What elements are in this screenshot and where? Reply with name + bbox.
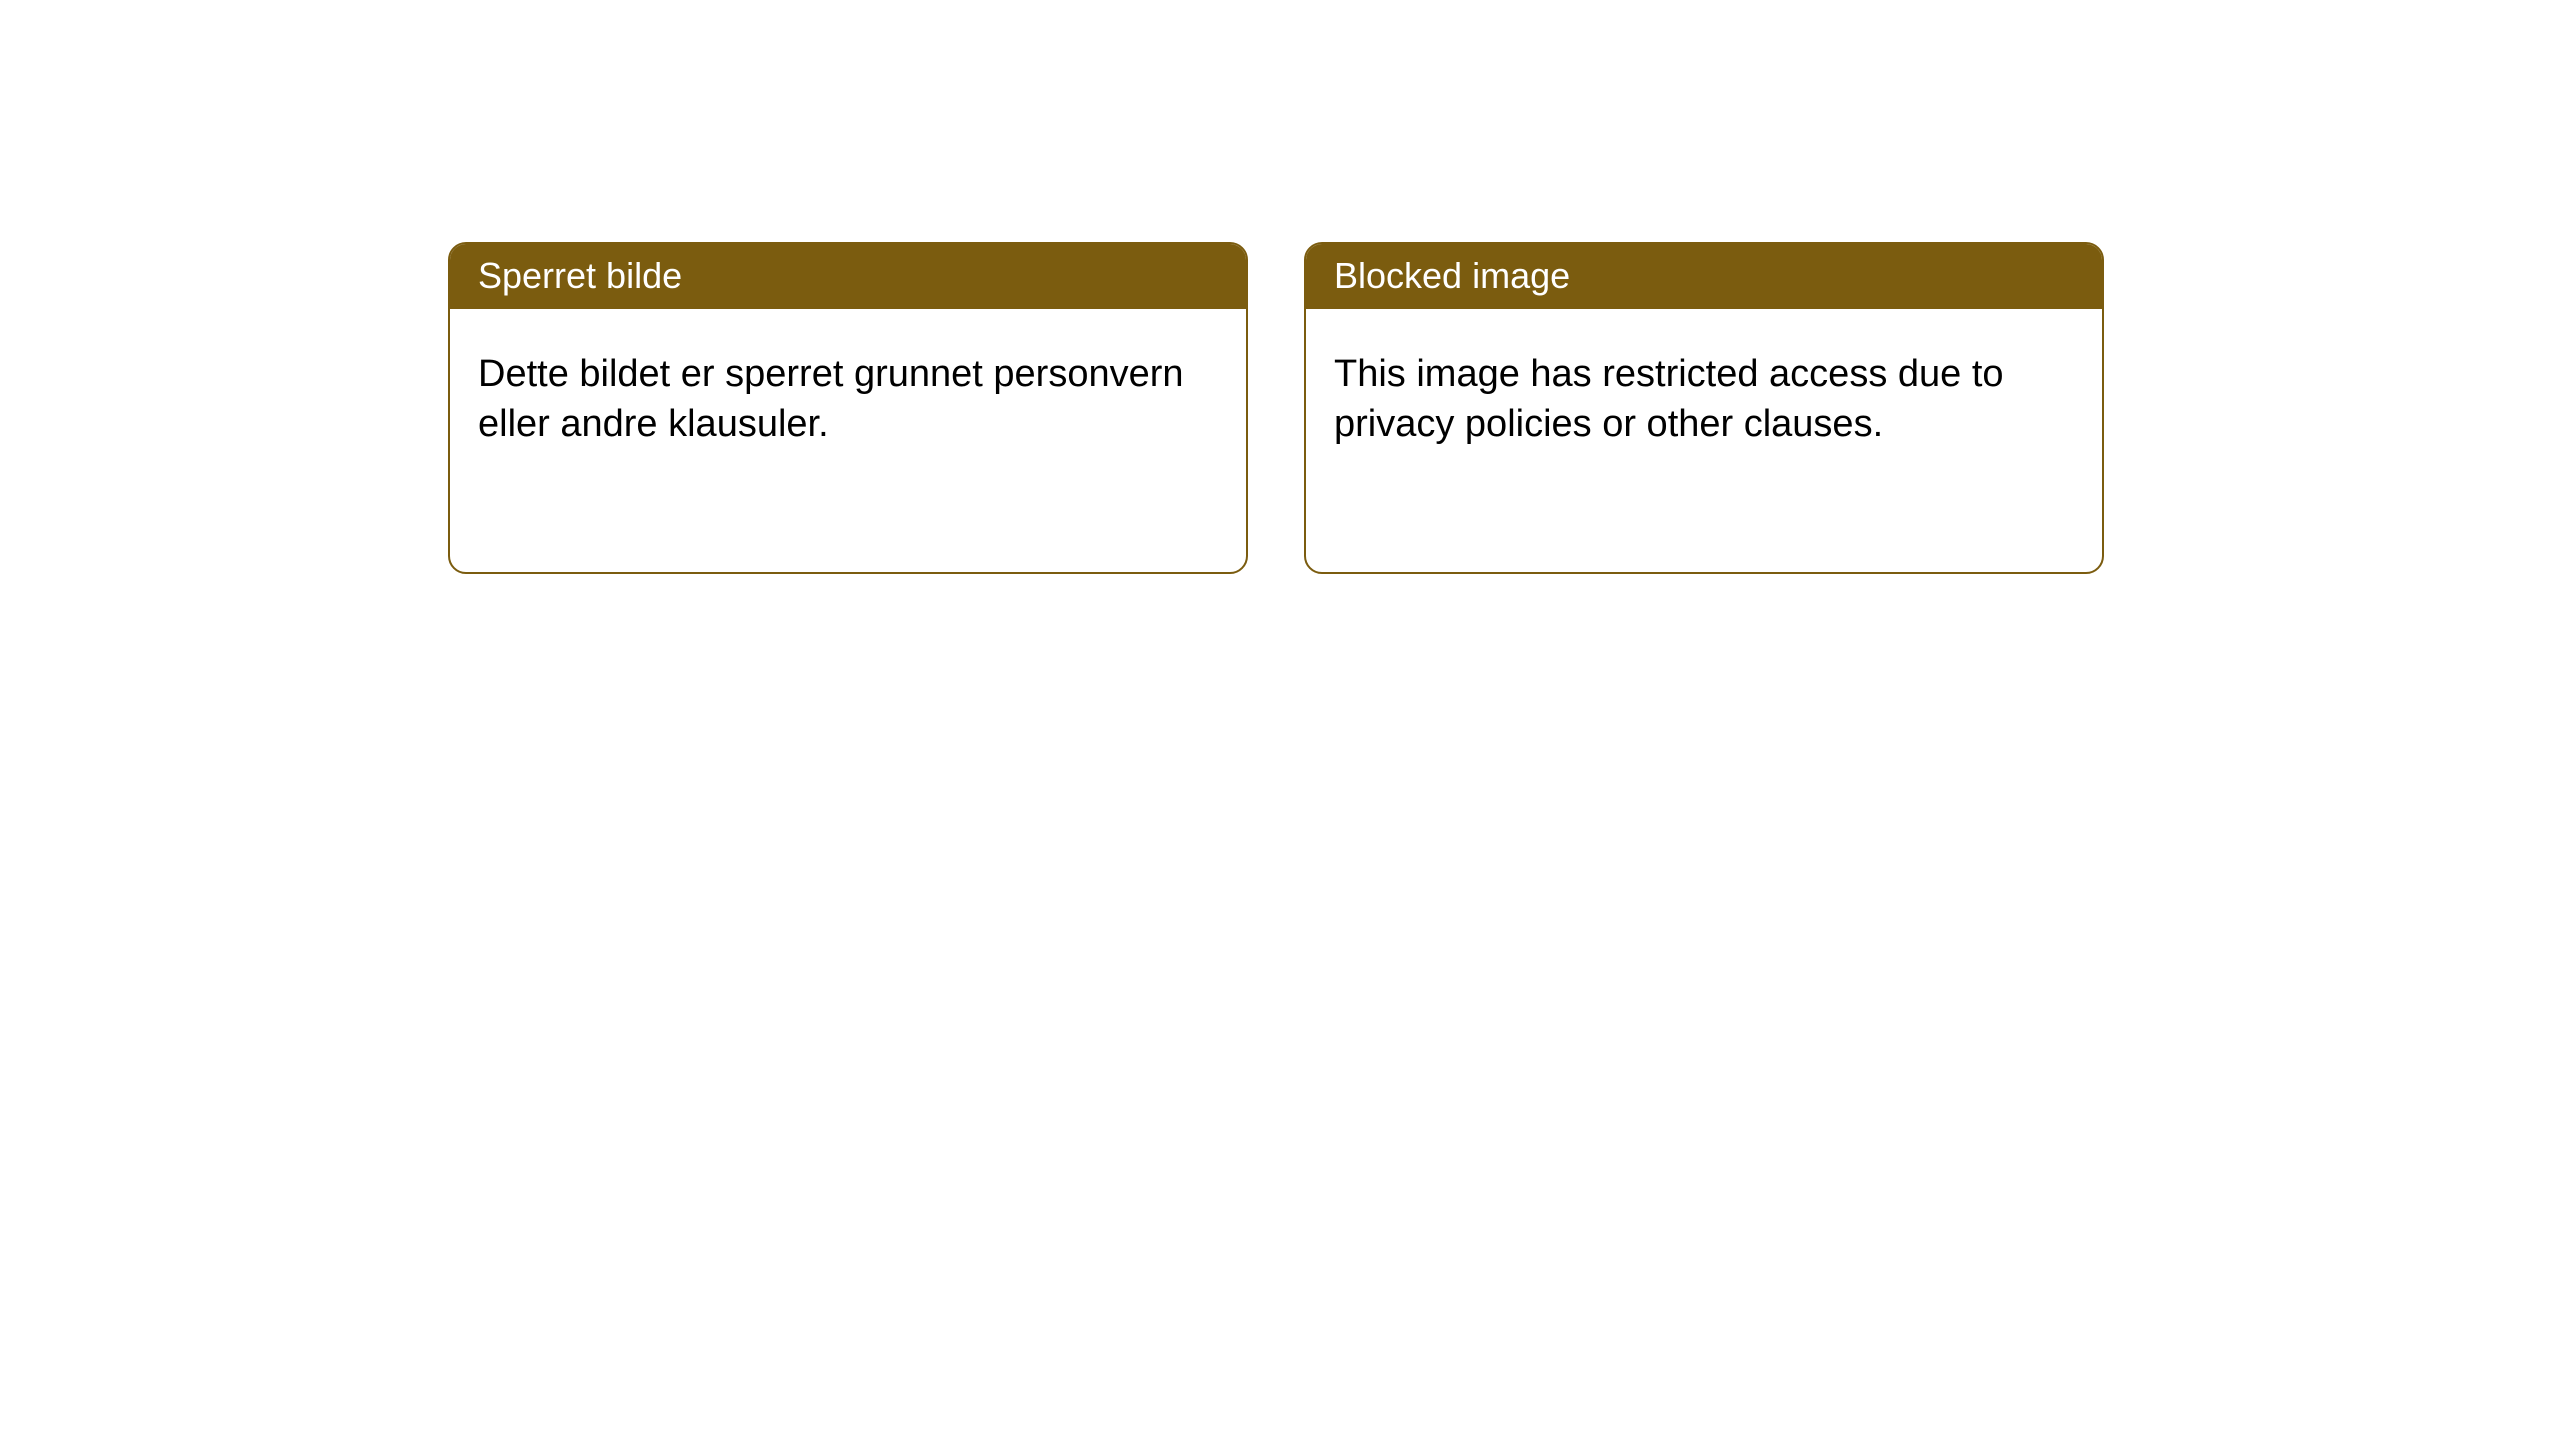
notice-card-norwegian: Sperret bilde Dette bildet er sperret gr… bbox=[448, 242, 1248, 574]
notice-title: Sperret bilde bbox=[478, 255, 682, 296]
notice-card-english: Blocked image This image has restricted … bbox=[1304, 242, 2104, 574]
notice-text: Dette bildet er sperret grunnet personve… bbox=[478, 353, 1184, 445]
notice-header: Sperret bilde bbox=[450, 244, 1246, 309]
notice-body: Dette bildet er sperret grunnet personve… bbox=[450, 309, 1246, 477]
notice-text: This image has restricted access due to … bbox=[1334, 353, 2004, 445]
notice-body: This image has restricted access due to … bbox=[1306, 309, 2102, 477]
notice-header: Blocked image bbox=[1306, 244, 2102, 309]
notice-container: Sperret bilde Dette bildet er sperret gr… bbox=[0, 0, 2560, 574]
notice-title: Blocked image bbox=[1334, 255, 1570, 296]
